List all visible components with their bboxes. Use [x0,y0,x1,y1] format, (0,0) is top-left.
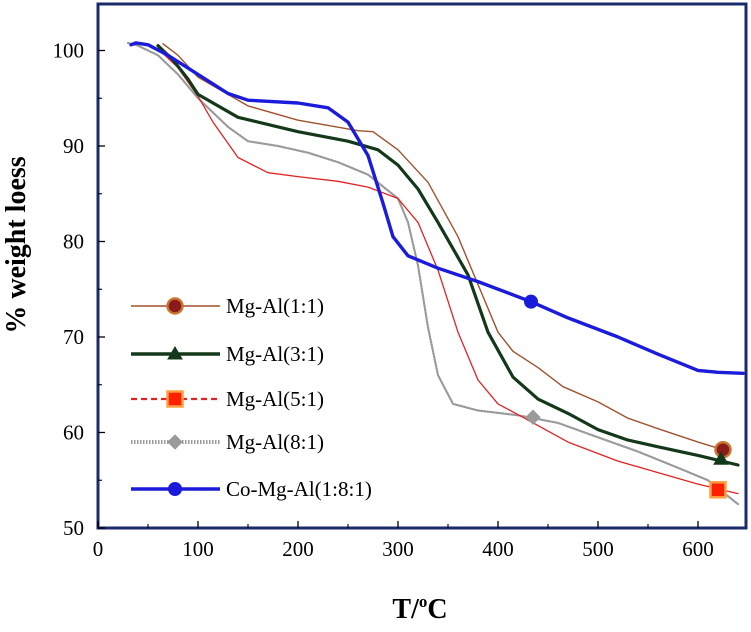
y-tick-label: 80 [63,230,84,254]
series-line-0 [162,43,724,451]
legend-label: Mg-Al(1:1) [226,294,324,318]
y-tick-label: 60 [63,421,84,445]
legend-entry-0: Mg-Al(1:1) [131,294,324,318]
x-tick-label: 500 [582,537,614,561]
tick-labels: 0 100 200 300 400 500 600 50 60 70 80 90 100 [53,39,714,562]
y-tick-label: 70 [63,325,84,349]
legend-entry-1: Mg-Al(3:1) [131,342,324,366]
legend-label: Co-Mg-Al(1:8:1) [226,477,372,501]
legend-marker [167,434,183,450]
x-axis-title-tail: C [427,594,447,625]
legend-entry-3: Mg-Al(8:1) [131,430,324,454]
x-tick-label: 0 [93,537,104,561]
x-axis-title-sup: o [419,592,428,611]
series-lines [126,41,745,506]
legend-marker [167,346,183,360]
x-tick-label: 300 [382,537,414,561]
x-tick-label: 200 [282,537,314,561]
y-tick-label: 90 [63,134,84,158]
plot-frame [96,2,748,530]
plot-border [96,2,748,530]
x-axis-title: T/oC [392,592,447,625]
series-line-3 [126,41,740,506]
legend-marker [166,390,184,408]
series-line-2 [157,47,739,495]
legend-marker [168,482,182,496]
legend-entry-4: Co-Mg-Al(1:8:1) [131,477,372,501]
series-marker-2 [709,481,727,499]
y-tick-label: 100 [53,39,85,63]
y-tick-label: 50 [63,516,84,540]
series-marker-3 [525,409,541,425]
series-line-1 [156,44,740,467]
axis-ticks [97,49,699,529]
series-markers [524,294,732,499]
x-tick-label: 600 [682,537,714,561]
series-line-4 [129,41,745,375]
x-axis-title-main: T/ [392,594,420,625]
x-tick-label: 100 [182,537,214,561]
series-marker-1 [713,451,729,465]
legend-entry-2: Mg-Al(5:1) [131,387,324,411]
series-marker-4 [524,294,538,309]
y-axis-title: % weight loess [1,156,32,333]
legend-label: Mg-Al(8:1) [226,430,324,454]
x-tick-label: 400 [482,537,514,561]
legend: Mg-Al(1:1) Mg-Al(3:1) Mg-Al(5:1) Mg-Al(8:1)… [131,294,372,501]
legend-marker [166,297,184,315]
legend-label: Mg-Al(5:1) [226,387,324,411]
legend-label: Mg-Al(3:1) [226,342,324,366]
